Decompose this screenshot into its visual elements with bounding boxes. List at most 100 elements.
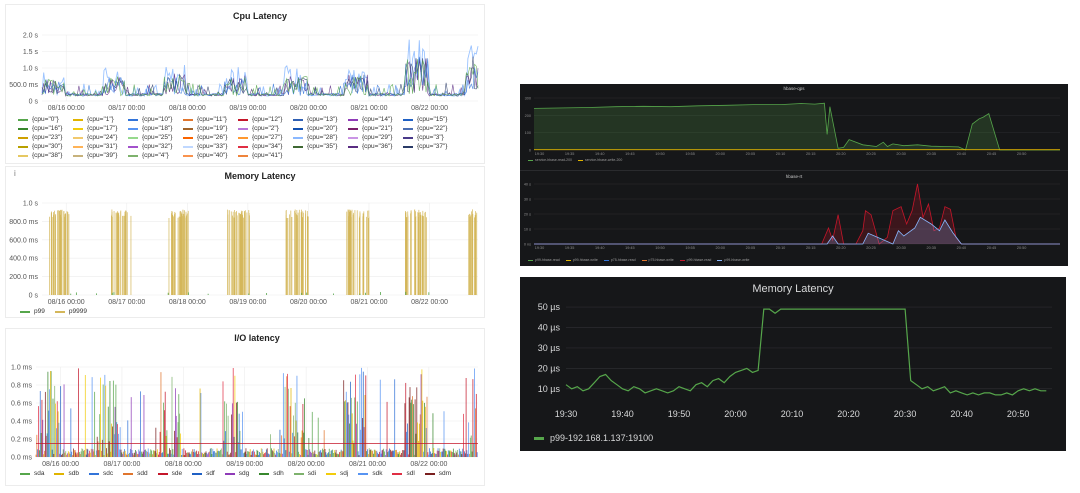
y-tick-label: 10 s bbox=[524, 228, 531, 232]
legend-swatch bbox=[20, 310, 30, 313]
legend-item[interactable]: sdc bbox=[88, 469, 113, 478]
legend-item[interactable]: {cpu="4"} bbox=[128, 151, 183, 160]
legend-item[interactable]: {cpu="27"} bbox=[238, 133, 293, 142]
legend-item[interactable]: p99-hbase-write bbox=[717, 258, 749, 262]
legend-item[interactable]: {cpu="15"} bbox=[403, 115, 458, 124]
y-tick-label: 600.0 ms bbox=[9, 237, 38, 244]
legend-swatch bbox=[128, 145, 138, 148]
x-tick-label: 08/17 00:00 bbox=[108, 105, 145, 112]
legend-item[interactable]: {cpu="34"} bbox=[238, 142, 293, 151]
legend-item[interactable]: sdb bbox=[54, 469, 79, 478]
legend-item[interactable]: sdi bbox=[293, 469, 316, 478]
cpu-legend: {cpu="0"} {cpu="1"} {cpu="10"} {cpu="11"} {c… bbox=[18, 115, 484, 160]
legend-label: {cpu="35"} bbox=[307, 143, 338, 150]
legend-item[interactable]: {cpu="33"} bbox=[183, 142, 238, 151]
legend-item[interactable]: {cpu="19"} bbox=[183, 124, 238, 133]
legend-item[interactable]: sdh bbox=[259, 469, 284, 478]
legend-swatch bbox=[403, 145, 413, 148]
legend-label: {cpu="18"} bbox=[142, 125, 173, 132]
legend-swatch bbox=[259, 472, 270, 475]
x-tick-label: 20:00 bbox=[724, 409, 747, 419]
legend-label: {cpu="38"} bbox=[32, 152, 63, 159]
legend-item[interactable]: {cpu="10"} bbox=[128, 115, 183, 124]
legend-item[interactable]: {cpu="2"} bbox=[238, 124, 293, 133]
y-tick-label: 30 s bbox=[524, 198, 531, 202]
legend-item[interactable]: {cpu="24"} bbox=[73, 133, 128, 142]
legend-item[interactable]: {cpu="16"} bbox=[18, 124, 73, 133]
x-tick-label: 08/16 00:00 bbox=[48, 105, 85, 112]
legend-item[interactable]: sdl bbox=[392, 469, 415, 478]
legend-item[interactable]: {cpu="3"} bbox=[403, 133, 458, 142]
legend-label: p99-192.168.1.137:19100 bbox=[550, 433, 654, 443]
legend-item[interactable]: sdm bbox=[424, 469, 451, 478]
legend-item[interactable]: sdk bbox=[358, 469, 382, 478]
legend-item[interactable]: {cpu="25"} bbox=[128, 133, 183, 142]
legend-item[interactable]: {cpu="1"} bbox=[73, 115, 128, 124]
legend-swatch bbox=[192, 472, 203, 475]
legend-swatch bbox=[403, 118, 413, 121]
legend-item[interactable]: {cpu="11"} bbox=[183, 115, 238, 124]
legend-item[interactable]: {cpu="26"} bbox=[183, 133, 238, 142]
legend-item[interactable]: {cpu="20"} bbox=[293, 124, 348, 133]
x-tick-label: 08/20 00:00 bbox=[290, 299, 327, 306]
legend-item[interactable]: p75-hbase-read bbox=[603, 258, 636, 262]
legend-label: p99-hbase-write bbox=[572, 258, 598, 262]
legend-item[interactable]: {cpu="31"} bbox=[73, 142, 128, 151]
legend-item[interactable]: sdd bbox=[123, 469, 148, 478]
y-tick-label: 40 µs bbox=[538, 323, 561, 333]
legend-item[interactable]: p75-hbase-write bbox=[641, 258, 674, 262]
legend-item[interactable]: {cpu="38"} bbox=[18, 151, 73, 160]
legend-item[interactable]: {cpu="41"} bbox=[238, 151, 293, 160]
legend-item[interactable]: sdg bbox=[224, 469, 249, 478]
legend-item[interactable]: {cpu="35"} bbox=[293, 142, 348, 151]
legend-item[interactable]: sda bbox=[20, 469, 44, 478]
legend-item[interactable]: {cpu="39"} bbox=[73, 151, 128, 160]
legend-item[interactable]: {cpu="40"} bbox=[183, 151, 238, 160]
x-tick-label: 08/22 00:00 bbox=[411, 299, 448, 306]
legend-swatch bbox=[73, 136, 83, 139]
legend-item[interactable]: service-hbase-read-200 bbox=[528, 158, 572, 162]
legend-item[interactable]: p99-hbase-read bbox=[679, 258, 711, 262]
legend-item[interactable]: {cpu="0"} bbox=[18, 115, 73, 124]
legend-label: sdk bbox=[372, 470, 383, 477]
legend-swatch bbox=[348, 136, 358, 139]
legend-item[interactable]: {cpu="22"} bbox=[403, 124, 458, 133]
y-tick-label: 30 µs bbox=[538, 343, 561, 353]
x-tick-label: 20:20 bbox=[837, 409, 860, 419]
y-tick-label: 0.8 ms bbox=[11, 383, 33, 390]
x-tick-label: 08/19 00:00 bbox=[229, 105, 266, 112]
legend-item[interactable]: {cpu="14"} bbox=[348, 115, 403, 124]
legend-swatch bbox=[18, 145, 28, 148]
legend-label: service-hbase-write-200 bbox=[584, 158, 623, 162]
legend-item[interactable]: {cpu="23"} bbox=[18, 133, 73, 142]
legend-item[interactable]: p99 bbox=[20, 307, 45, 316]
legend-item[interactable]: {cpu="36"} bbox=[348, 142, 403, 151]
legend-item[interactable]: {cpu="32"} bbox=[128, 142, 183, 151]
legend-item[interactable]: service-hbase-write-200 bbox=[577, 158, 623, 162]
legend-label: {cpu="12"} bbox=[252, 116, 283, 123]
x-tick-label: 19:30 bbox=[555, 409, 578, 419]
legend-swatch bbox=[528, 159, 533, 161]
series-line bbox=[533, 102, 1060, 151]
legend-item[interactable]: {cpu="17"} bbox=[73, 124, 128, 133]
legend-item[interactable]: {cpu="37"} bbox=[403, 142, 458, 151]
legend-swatch bbox=[358, 472, 369, 475]
legend-item[interactable]: sde bbox=[157, 469, 182, 478]
legend-item[interactable]: {cpu="29"} bbox=[348, 133, 403, 142]
legend-label: p99-hbase-read bbox=[535, 258, 560, 262]
legend-item[interactable]: {cpu="30"} bbox=[18, 142, 73, 151]
legend-item[interactable]: sdj bbox=[326, 469, 348, 478]
legend-item[interactable]: {cpu="12"} bbox=[238, 115, 293, 124]
x-tick-label: 20:30 bbox=[894, 409, 917, 419]
legend-item[interactable]: sdf bbox=[192, 469, 215, 478]
cpu-latency-chart: Cpu Latency 2.0 s 1.5 s 1.0 s 500.0 ms 0 s 08/… bbox=[9, 11, 479, 112]
legend-item[interactable]: p99-hbase-write bbox=[565, 258, 598, 262]
legend-label: sda bbox=[34, 470, 45, 477]
legend-item[interactable]: {cpu="28"} bbox=[293, 133, 348, 142]
legend-item[interactable]: {cpu="18"} bbox=[128, 124, 183, 133]
panel-info-icon[interactable]: i bbox=[14, 169, 16, 178]
legend-item[interactable]: p9999 bbox=[54, 307, 87, 316]
legend-item[interactable]: {cpu="13"} bbox=[293, 115, 348, 124]
legend-item[interactable]: p99-hbase-read bbox=[528, 258, 560, 262]
legend-item[interactable]: {cpu="21"} bbox=[348, 124, 403, 133]
